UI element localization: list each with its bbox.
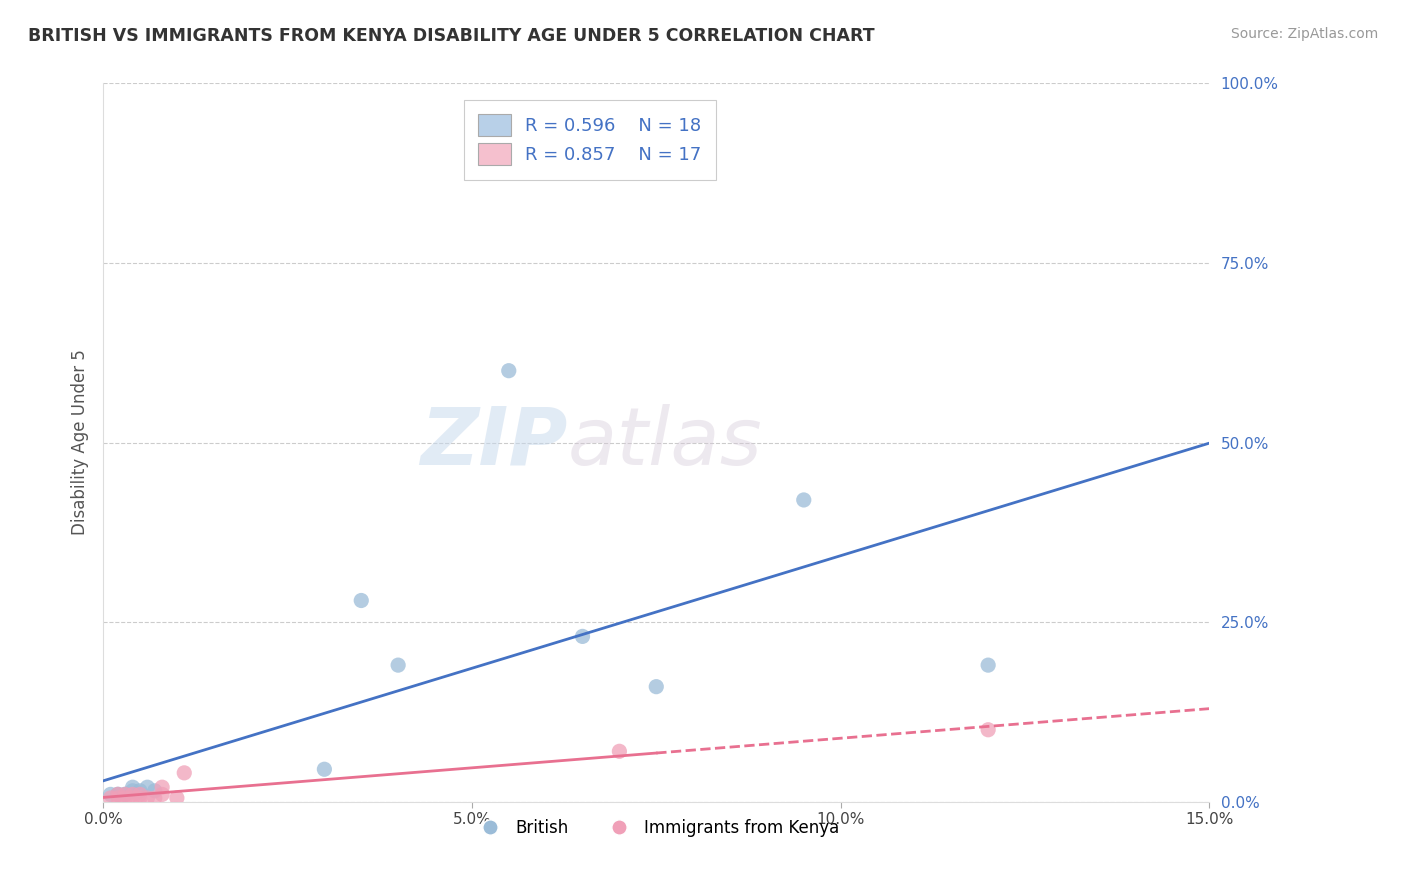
Point xyxy=(150,788,173,802)
Point xyxy=(121,780,143,795)
Point xyxy=(136,780,159,795)
Point xyxy=(143,784,166,798)
Point xyxy=(173,765,195,780)
Y-axis label: Disability Age Under 5: Disability Age Under 5 xyxy=(72,350,89,535)
Point xyxy=(498,364,520,378)
Point xyxy=(129,791,152,805)
Text: atlas: atlas xyxy=(568,403,762,482)
Point xyxy=(387,658,409,673)
Text: Source: ZipAtlas.com: Source: ZipAtlas.com xyxy=(1230,27,1378,41)
Text: ZIP: ZIP xyxy=(420,403,568,482)
Point xyxy=(114,788,136,802)
Point xyxy=(645,680,668,694)
Point xyxy=(609,744,631,758)
Point xyxy=(136,791,159,805)
Point xyxy=(114,788,136,802)
Point xyxy=(129,788,152,802)
Point xyxy=(114,788,136,802)
Point xyxy=(121,791,143,805)
Point xyxy=(121,788,143,802)
Point xyxy=(100,788,122,802)
Point xyxy=(107,791,129,805)
Point xyxy=(107,788,129,802)
Point xyxy=(350,593,373,607)
Point xyxy=(129,784,152,798)
Point xyxy=(314,762,336,776)
Point xyxy=(121,784,143,798)
Point xyxy=(107,788,129,802)
Point xyxy=(571,629,593,643)
Point xyxy=(107,788,129,802)
Point xyxy=(793,492,815,507)
Legend: British, Immigrants from Kenya: British, Immigrants from Kenya xyxy=(467,813,845,844)
Point xyxy=(977,658,1000,673)
Point xyxy=(150,780,173,795)
Point xyxy=(977,723,1000,737)
Point xyxy=(114,791,136,805)
Text: BRITISH VS IMMIGRANTS FROM KENYA DISABILITY AGE UNDER 5 CORRELATION CHART: BRITISH VS IMMIGRANTS FROM KENYA DISABIL… xyxy=(28,27,875,45)
Point xyxy=(166,791,188,805)
Point xyxy=(100,791,122,805)
Point xyxy=(143,791,166,805)
